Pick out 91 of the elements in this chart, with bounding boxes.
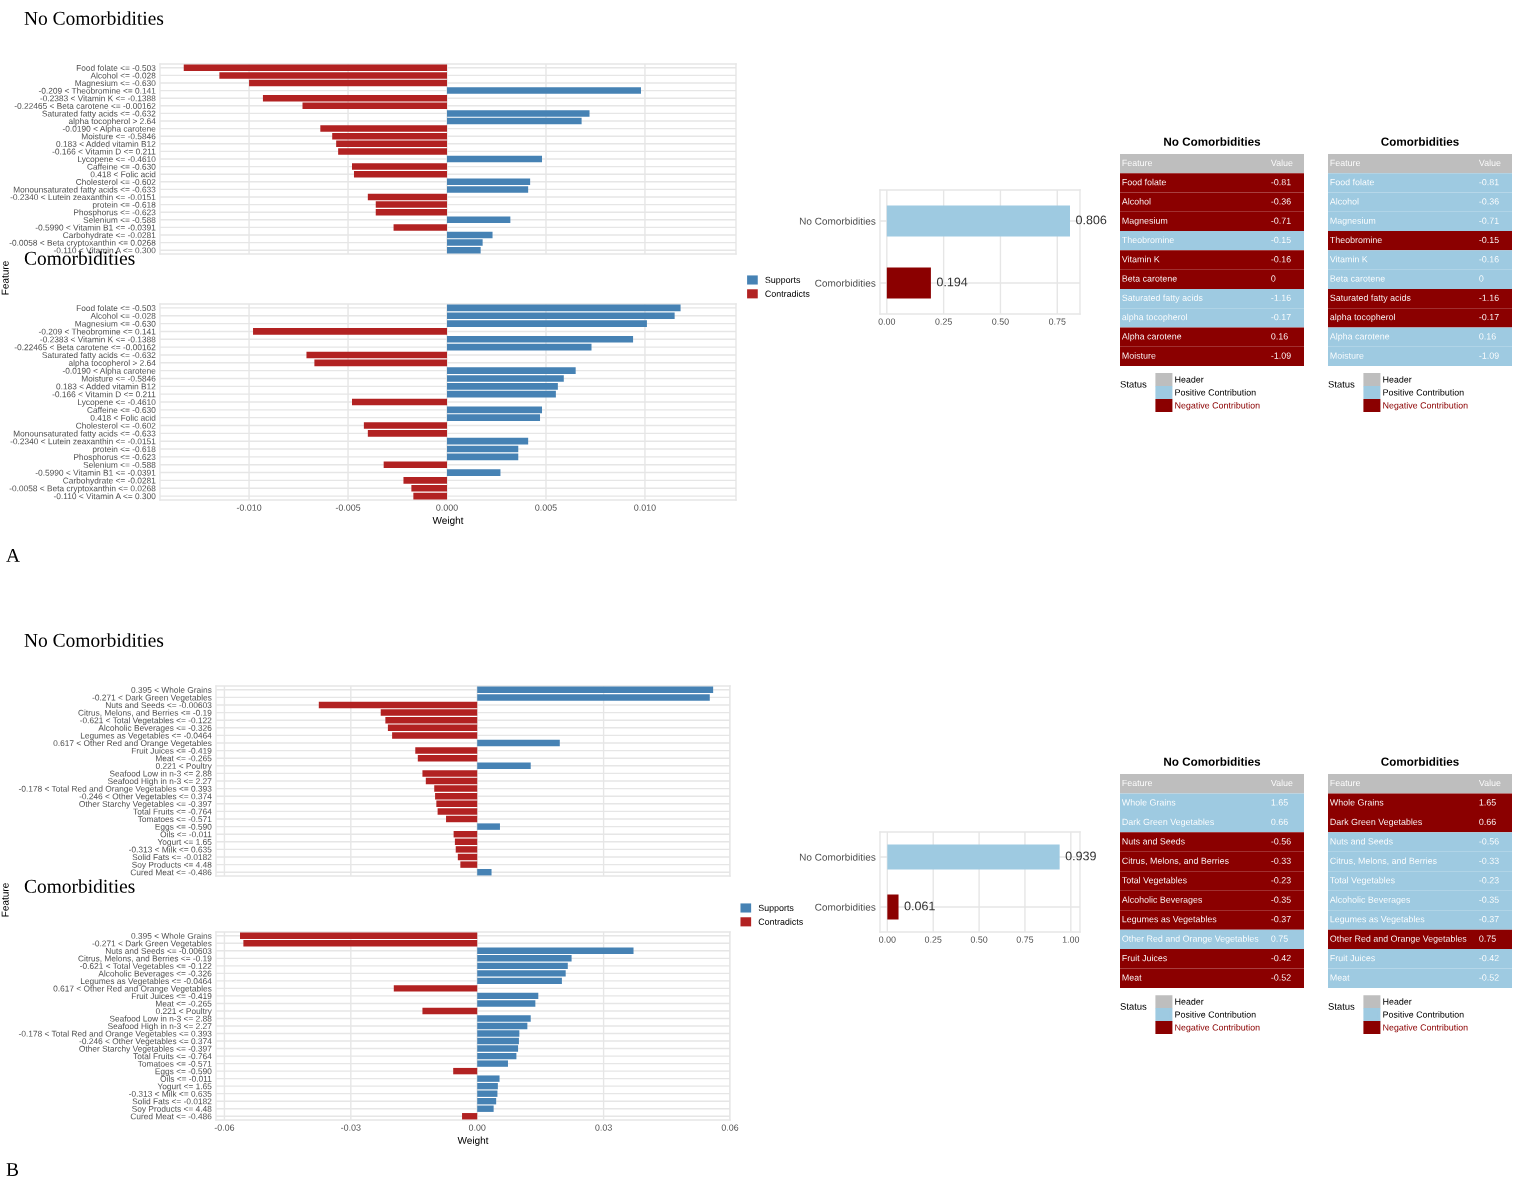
- bar: [240, 932, 478, 939]
- bar: [453, 1067, 478, 1075]
- bar: [447, 382, 558, 390]
- bar: [447, 304, 681, 312]
- bar: [367, 193, 448, 201]
- bar: [447, 186, 529, 193]
- bar: [447, 414, 541, 422]
- bar: [453, 830, 478, 838]
- bar: [243, 940, 478, 947]
- bar: [411, 484, 448, 492]
- bar: [477, 739, 560, 747]
- bar: [436, 800, 478, 808]
- text: B: [6, 1163, 19, 1176]
- bar: [447, 367, 576, 374]
- bar: [477, 947, 634, 954]
- bar: [462, 1113, 478, 1120]
- bar: [318, 701, 478, 709]
- bar: [425, 777, 478, 785]
- bar: [253, 328, 448, 335]
- bar: [393, 224, 448, 231]
- bar: [375, 208, 448, 216]
- bar: [477, 970, 566, 977]
- bar: [477, 1052, 517, 1060]
- bar: [447, 312, 675, 320]
- bar: [447, 216, 511, 224]
- bar: [367, 430, 448, 437]
- bar: [477, 686, 714, 694]
- bar: [447, 155, 543, 163]
- bar: [306, 351, 448, 359]
- bar: [447, 178, 531, 186]
- bar: [477, 762, 531, 770]
- bar: [447, 231, 493, 239]
- text: A: [6, 549, 20, 562]
- bar: [447, 87, 641, 94]
- bar: [320, 125, 448, 132]
- bar: [477, 823, 500, 830]
- bar: [477, 1030, 520, 1037]
- bar: [352, 163, 448, 170]
- bar: [375, 201, 448, 208]
- bar: [447, 390, 556, 398]
- bar: [477, 1082, 498, 1090]
- bar: [413, 492, 448, 500]
- bar: [434, 785, 478, 792]
- bar: [457, 853, 478, 861]
- bar: [393, 985, 478, 992]
- bar: [385, 716, 478, 724]
- bar: [477, 868, 492, 876]
- bar: [477, 1060, 508, 1067]
- bar: [336, 140, 448, 148]
- bar: [437, 808, 478, 815]
- bar: [477, 962, 568, 970]
- bar: [314, 359, 448, 367]
- bar: [477, 1015, 531, 1022]
- bar: [477, 1022, 528, 1030]
- bar: [422, 770, 478, 777]
- bar: [477, 1105, 494, 1112]
- bar: [363, 422, 448, 429]
- bar: [447, 117, 582, 125]
- bar: [477, 1037, 519, 1045]
- bar: [353, 170, 448, 178]
- bar: [477, 1098, 497, 1105]
- bar: [477, 1000, 536, 1007]
- bar: [460, 861, 478, 868]
- bar: [455, 846, 478, 853]
- bar: [477, 1090, 498, 1097]
- bar: [447, 246, 481, 254]
- bar: [477, 1075, 500, 1082]
- bar: [403, 477, 448, 484]
- bar: [477, 977, 562, 985]
- bar: [447, 437, 529, 445]
- bar: [477, 1045, 519, 1052]
- bar: [387, 724, 478, 732]
- bar: [447, 110, 590, 117]
- bar: [447, 335, 634, 343]
- bar: [477, 992, 539, 1000]
- bar: [262, 94, 448, 102]
- bar: [447, 406, 543, 414]
- bar: [352, 398, 448, 406]
- bar: [477, 694, 710, 701]
- bar: [446, 815, 478, 823]
- bar: [447, 469, 501, 476]
- bar: [447, 453, 519, 461]
- bar: [435, 792, 478, 800]
- bar: [417, 754, 478, 762]
- bar: [415, 747, 478, 754]
- bar: [183, 64, 448, 72]
- bar: [383, 461, 448, 469]
- bar: [338, 148, 448, 155]
- bar: [454, 838, 478, 846]
- bar: [422, 1007, 478, 1015]
- bar: [392, 732, 478, 739]
